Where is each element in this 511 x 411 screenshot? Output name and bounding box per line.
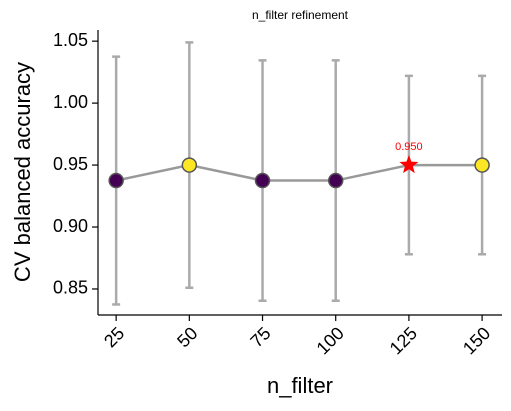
x-tick-label: 125 [386,323,421,358]
x-tick-label: 75 [246,323,274,351]
line [115,163,483,182]
y-tick-label: 1.00 [53,92,88,112]
y-tick-label: 0.85 [53,278,88,298]
marker [474,157,490,173]
x-tick-label: 150 [459,323,494,358]
marker [108,172,124,189]
marker [254,172,271,189]
annotation: 0.950 [395,141,423,153]
y-tick-label: 0.95 [53,154,88,174]
best-marker [399,155,419,174]
marker [327,172,344,189]
x-tick-label: 50 [173,323,201,351]
marker [181,157,198,173]
y-tick-label: 1.05 [53,30,88,50]
x-tick-label: 100 [313,323,348,358]
y-axis-label: CV balanced accuracy [10,62,35,282]
y-tick-label: 0.90 [53,216,88,236]
x-tick-label: 25 [100,323,128,351]
chart-title: n_filter refinement [252,8,349,22]
x-axis-label: n_filter [267,373,333,398]
